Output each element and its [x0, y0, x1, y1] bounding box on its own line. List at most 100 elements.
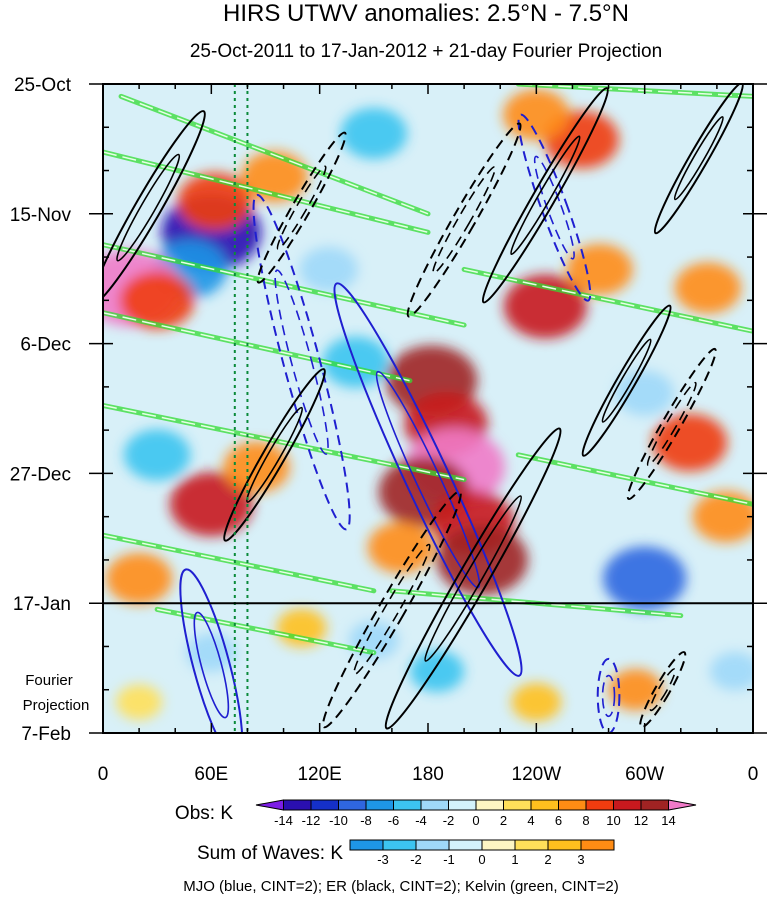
obs-legend-swatch [365, 799, 394, 811]
obs-legend-tick: 14 [661, 813, 675, 828]
er-contour-inner [432, 166, 496, 274]
y-tick-label: 27-Dec [10, 464, 71, 485]
er-contour-inner [601, 338, 652, 423]
obs-legend-tick: -14 [274, 813, 293, 828]
x-tick-label: 60W [625, 764, 664, 785]
footnote: MJO (blue, CINT=2); ER (black, CINT=2); … [183, 878, 619, 895]
waves-legend-swatch [448, 839, 483, 851]
kelvin-contour-inner [157, 608, 374, 654]
mjo-contour-inner [375, 370, 481, 589]
er-contour [653, 84, 744, 235]
mjo-contour [179, 568, 244, 733]
x-tick-label: 60E [194, 764, 228, 785]
obs-legend-swatch [393, 799, 422, 811]
waves-legend-swatch [415, 839, 450, 851]
obs-legend-swatch [338, 799, 367, 811]
er-contour [406, 122, 522, 318]
mjo-contour [517, 113, 592, 302]
obs-legend-tick: -12 [302, 813, 321, 828]
mjo-contour-inner [533, 155, 575, 260]
anomaly-blob [652, 413, 728, 472]
obs-legend-tick: 2 [500, 813, 507, 828]
obs-legend-tick: -8 [360, 813, 372, 828]
obs-legend-tick: -2 [443, 813, 455, 828]
anomaly-blob [709, 651, 753, 691]
waves-legend-tick: 3 [577, 852, 584, 867]
obs-legend-swatch [475, 799, 504, 811]
obs-legend-tick: -10 [329, 813, 348, 828]
er-contour [481, 87, 609, 304]
anomaly-blob [615, 370, 674, 416]
obs-colorbar: -14 -12 -10 -8 -6 -4 -2 0 2 4 6 8 10 12 14 [255, 799, 697, 828]
mjo-contour [596, 657, 621, 733]
kelvin-contour-inner [103, 151, 429, 234]
obs-legend-swatch [613, 799, 642, 811]
y-axis: 25-Oct 15-Nov 6-Dec 27-Dec 17-Jan 7-Feb [10, 75, 767, 745]
x-tick-label: 120E [297, 764, 341, 785]
kelvin-contour-inner [103, 404, 465, 481]
er-contour-inner [649, 668, 676, 712]
waves-legend-tick: 1 [511, 852, 518, 867]
obs-legend-swatch [283, 799, 312, 811]
mjo-contour [333, 282, 523, 677]
obs-legend-swatch [420, 799, 449, 811]
er-contour [103, 110, 206, 306]
kelvin-contour [515, 84, 753, 99]
waves-legend-swatch [547, 839, 582, 851]
er-contour [384, 427, 562, 730]
er-contour [639, 651, 687, 729]
obs-legend-tick: 0 [472, 813, 479, 828]
x-tick-label: 120W [512, 764, 562, 785]
mjo-contour-inner [274, 269, 329, 455]
anomaly-blob [603, 546, 687, 611]
er-contour-inner [276, 165, 327, 250]
anomaly-blob [436, 524, 528, 596]
y-tick-label: 17-Jan [13, 594, 71, 615]
mjo-contour-inner [601, 674, 616, 718]
anomaly-blob [340, 107, 408, 160]
y-tick-label: 6-Dec [20, 335, 71, 356]
waves-legend-swatch [514, 839, 549, 851]
er-contour-inner [673, 116, 724, 201]
reference-lines [233, 84, 249, 733]
kelvin-contour [515, 452, 753, 507]
x-tick-label: 180 [412, 764, 444, 785]
er-contour [626, 347, 717, 501]
kelvin-contour-inner [103, 243, 465, 326]
anomaly-blob [299, 247, 358, 292]
x-axis: 0 60E 120E 180 120W 60W 0 [98, 84, 759, 785]
anomaly-blob [674, 262, 742, 314]
anomaly-blob [119, 271, 195, 330]
plot-area [103, 84, 753, 733]
y-tick-label: 25-Oct [14, 75, 72, 96]
chart-title: HIRS UTWV anomalies: 2.5°N - 7.5°N [223, 0, 629, 27]
kelvin-contours [103, 84, 753, 656]
kelvin-contour-inner [103, 534, 374, 592]
obs-legend-swatch [530, 799, 559, 811]
er-contour-inner [246, 406, 304, 503]
projection-label-line1: Fourier [25, 672, 73, 689]
obs-legend-tick: 8 [582, 813, 589, 828]
obs-legend-swatch [310, 799, 339, 811]
er-contour [223, 368, 326, 542]
anomaly-blob [409, 650, 465, 692]
y-tick-label: 7-Feb [21, 724, 71, 745]
waves-legend-swatch [481, 839, 516, 851]
waves-legend-swatch [349, 839, 384, 851]
obs-legend-label: Obs: K [175, 803, 233, 824]
obs-legend-tick: -4 [415, 813, 427, 828]
obs-legend-swatch [448, 799, 477, 811]
projection-label-line2: Projection [23, 697, 90, 714]
obs-legend-swatch [255, 799, 284, 811]
er-contour-inner [116, 153, 181, 262]
obs-legend-tick: 4 [527, 813, 534, 828]
obs-legend-swatch [585, 799, 614, 811]
x-tick-label: 0 [748, 764, 759, 785]
er-contour-inner [510, 135, 581, 256]
waves-legend-tick: 2 [544, 852, 551, 867]
waves-legend-swatch [580, 839, 615, 851]
obs-legend-swatch [640, 799, 669, 811]
anomaly-blob [177, 172, 253, 231]
waves-legend-swatch [382, 839, 417, 851]
